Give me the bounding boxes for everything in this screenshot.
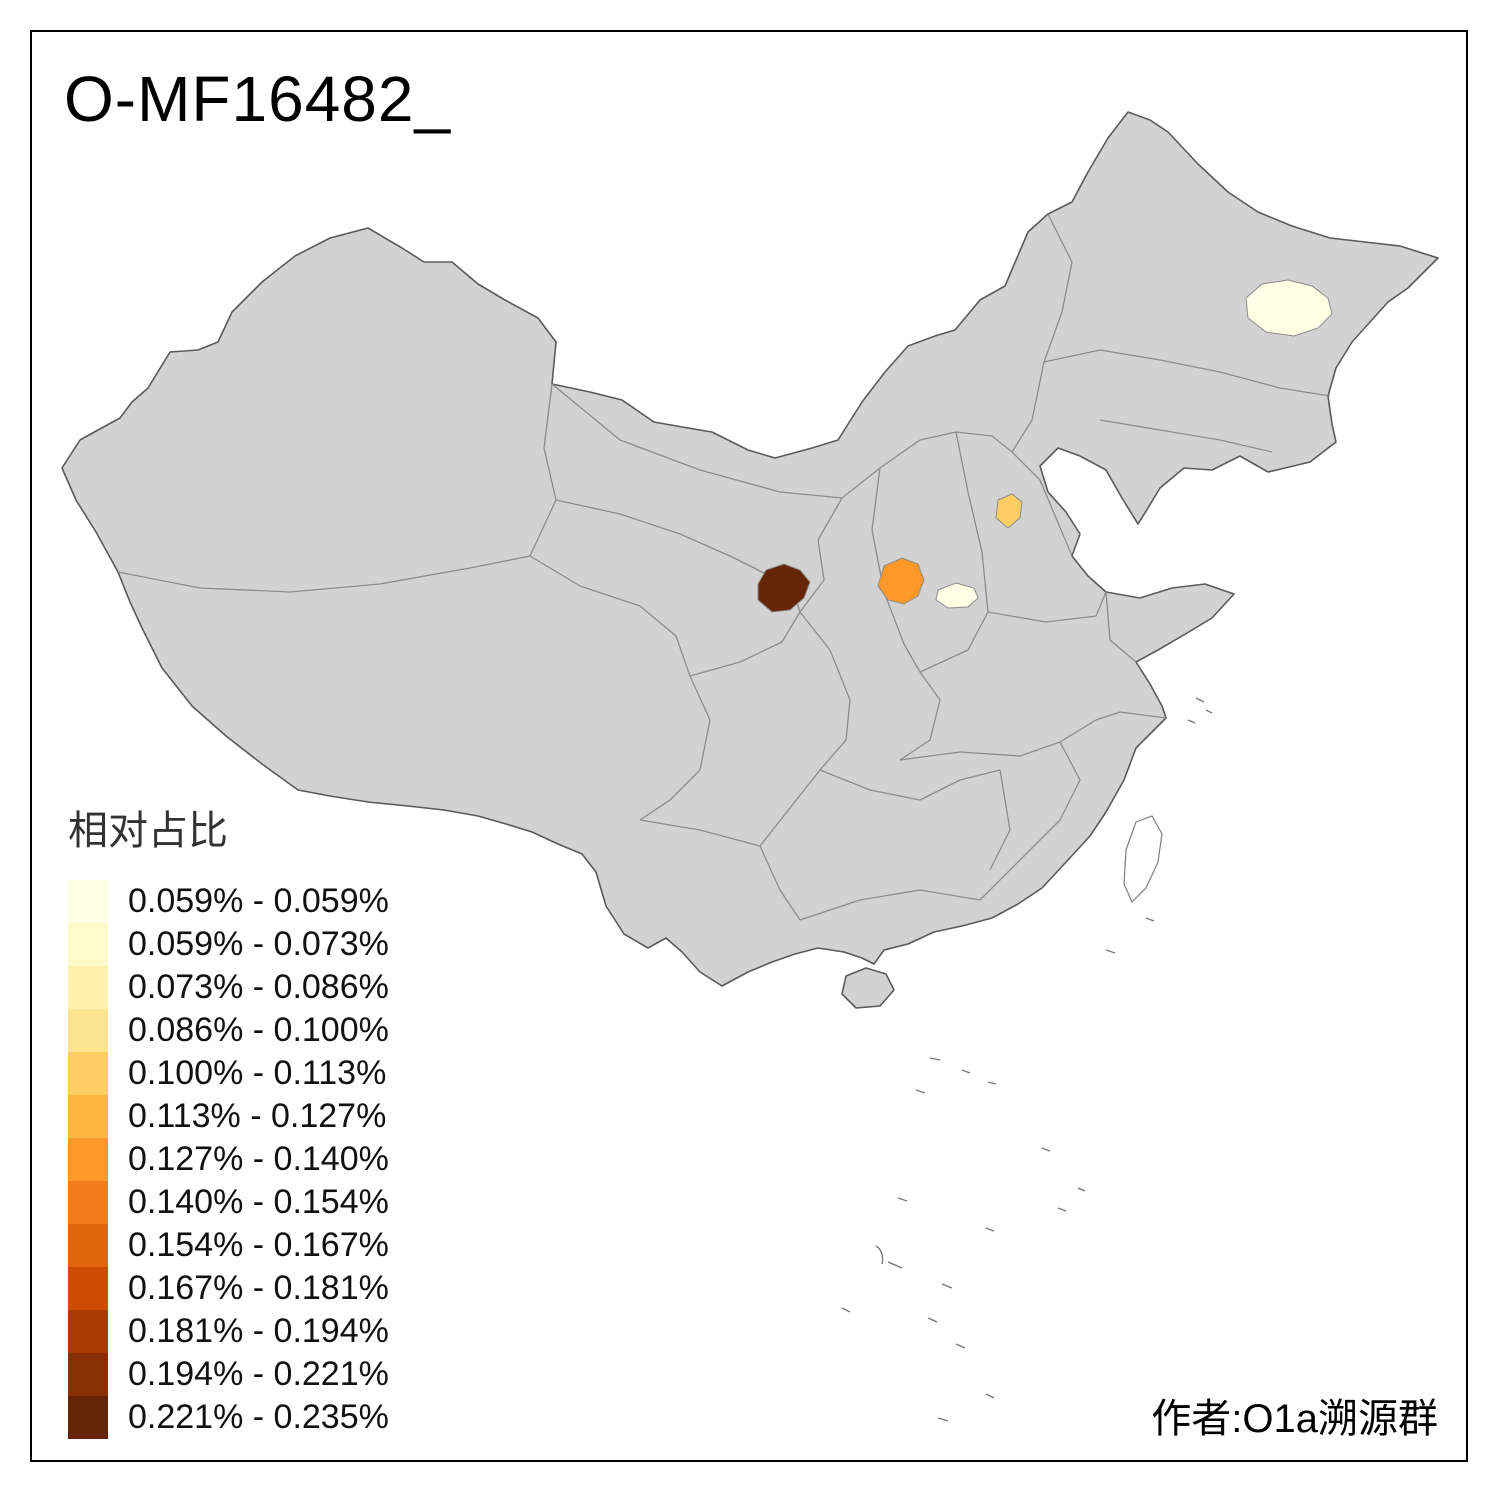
legend-label: 0.194% - 0.221% bbox=[128, 1355, 389, 1393]
region-shanxi bbox=[877, 557, 925, 605]
legend-item: 0.127% - 0.140% bbox=[68, 1138, 389, 1181]
legend-swatch bbox=[68, 1396, 108, 1439]
hainan-island bbox=[841, 967, 895, 1009]
legend-swatch bbox=[68, 880, 108, 923]
legend-swatch bbox=[68, 923, 108, 966]
legend-label: 0.154% - 0.167% bbox=[128, 1226, 389, 1264]
legend-label: 0.127% - 0.140% bbox=[128, 1140, 389, 1178]
legend-label: 0.073% - 0.086% bbox=[128, 968, 389, 1006]
legend-item: 0.221% - 0.235% bbox=[68, 1396, 389, 1439]
legend-swatch bbox=[68, 1138, 108, 1181]
legend-swatch bbox=[68, 1009, 108, 1052]
legend-item: 0.059% - 0.073% bbox=[68, 923, 389, 966]
legend-item: 0.140% - 0.154% bbox=[68, 1181, 389, 1224]
legend-label: 0.059% - 0.059% bbox=[128, 882, 389, 920]
legend-items: 0.059% - 0.059% 0.059% - 0.073% 0.073% - 0… bbox=[68, 880, 389, 1439]
legend-item: 0.194% - 0.221% bbox=[68, 1353, 389, 1396]
china-mainland bbox=[61, 111, 1439, 987]
legend-item: 0.154% - 0.167% bbox=[68, 1224, 389, 1267]
page-title: O-MF16482_ bbox=[64, 63, 452, 135]
legend-label: 0.221% - 0.235% bbox=[128, 1398, 389, 1436]
legend-item: 0.113% - 0.127% bbox=[68, 1095, 389, 1138]
legend-title: 相对占比 bbox=[68, 809, 228, 853]
legend-label: 0.100% - 0.113% bbox=[128, 1054, 387, 1092]
south-china-sea-islands bbox=[841, 697, 1213, 1422]
region-hebei bbox=[995, 493, 1023, 529]
legend-label: 0.181% - 0.194% bbox=[128, 1312, 389, 1350]
taiwan-island bbox=[1123, 815, 1163, 904]
region-henan bbox=[935, 582, 979, 609]
legend-item: 0.059% - 0.059% bbox=[68, 880, 389, 923]
legend-label: 0.086% - 0.100% bbox=[128, 1011, 389, 1049]
legend-label: 0.140% - 0.154% bbox=[128, 1183, 389, 1221]
legend-label: 0.059% - 0.073% bbox=[128, 925, 389, 963]
legend-swatch bbox=[68, 1224, 108, 1267]
legend: 相对占比 0.059% - 0.059% 0.059% - 0.073% 0.073… bbox=[68, 798, 389, 1439]
legend-swatch bbox=[68, 1181, 108, 1224]
legend-swatch bbox=[68, 966, 108, 1009]
legend-swatch bbox=[68, 1353, 108, 1396]
legend-item: 0.086% - 0.100% bbox=[68, 1009, 389, 1052]
legend-item: 0.181% - 0.194% bbox=[68, 1310, 389, 1353]
legend-label: 0.167% - 0.181% bbox=[128, 1269, 389, 1307]
legend-swatch bbox=[68, 1052, 108, 1095]
legend-swatch bbox=[68, 1267, 108, 1310]
legend-item: 0.167% - 0.181% bbox=[68, 1267, 389, 1310]
legend-item: 0.100% - 0.113% bbox=[68, 1052, 389, 1095]
legend-item: 0.073% - 0.086% bbox=[68, 966, 389, 1009]
region-gansu bbox=[757, 563, 811, 613]
legend-swatch bbox=[68, 1095, 108, 1138]
region-heilongjiang bbox=[1245, 279, 1333, 337]
province-borders bbox=[117, 213, 1331, 921]
legend-swatch bbox=[68, 1310, 108, 1353]
legend-label: 0.113% - 0.127% bbox=[128, 1097, 387, 1135]
author-credit: 作者:O1a溯源群 bbox=[1151, 1397, 1438, 1441]
